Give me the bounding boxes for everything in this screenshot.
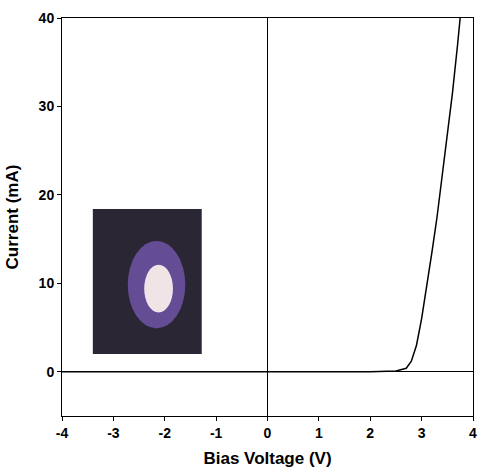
- svg-text:Current (mA): Current (mA): [3, 165, 22, 270]
- svg-text:2: 2: [366, 425, 374, 441]
- svg-text:10: 10: [39, 275, 55, 291]
- svg-text:4: 4: [469, 425, 477, 441]
- svg-text:20: 20: [39, 187, 55, 203]
- svg-text:1: 1: [315, 425, 323, 441]
- svg-text:0: 0: [46, 364, 54, 380]
- svg-text:-3: -3: [107, 425, 120, 441]
- svg-text:0: 0: [264, 425, 272, 441]
- svg-text:3: 3: [418, 425, 426, 441]
- svg-text:-2: -2: [159, 425, 172, 441]
- svg-text:40: 40: [39, 10, 55, 26]
- svg-text:-4: -4: [56, 425, 69, 441]
- svg-text:30: 30: [39, 98, 55, 114]
- svg-text:Bias Voltage (V): Bias Voltage (V): [203, 449, 331, 468]
- svg-text:-1: -1: [210, 425, 223, 441]
